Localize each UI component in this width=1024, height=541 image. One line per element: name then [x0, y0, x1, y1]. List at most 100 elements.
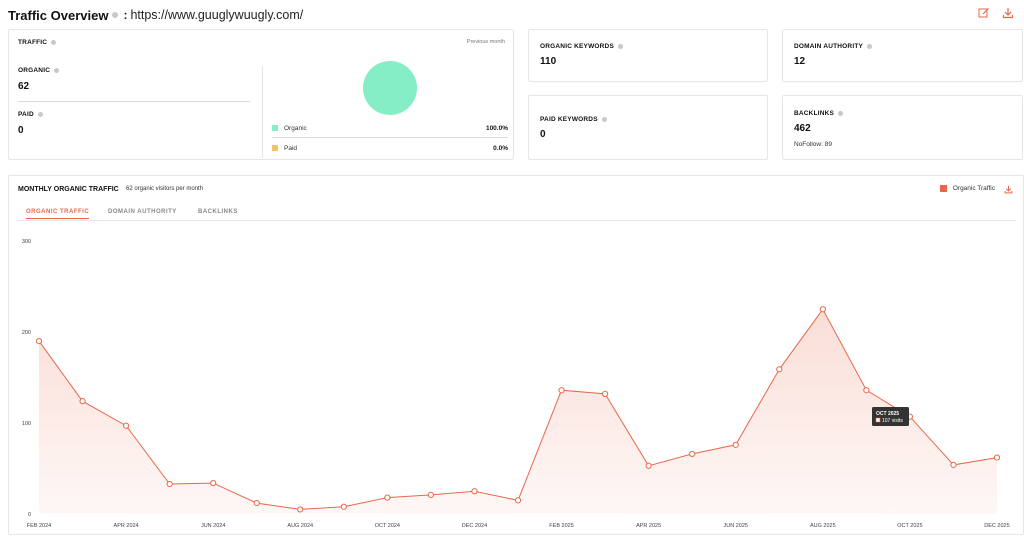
period-label: Previous month: [466, 39, 505, 45]
data-point[interactable]: [993, 454, 1001, 461]
divider: [272, 137, 508, 138]
page-title: Traffic Overview: [8, 7, 109, 23]
data-point[interactable]: [166, 480, 173, 488]
chart-tooltip: OCT 2025 107 visits: [872, 407, 909, 426]
backlinks-label-text: BACKLINKS: [794, 110, 835, 117]
x-tick-label: DEC 2024: [462, 523, 487, 529]
data-point[interactable]: [863, 387, 870, 394]
y-tick-label: 200: [22, 330, 31, 336]
download-icon[interactable]: [1004, 185, 1013, 194]
info-icon[interactable]: [37, 112, 43, 117]
data-point[interactable]: [79, 398, 86, 405]
info-icon[interactable]: [867, 44, 873, 49]
data-point[interactable]: [776, 366, 783, 373]
info-icon[interactable]: [112, 12, 119, 18]
organic-keywords-value: 110: [540, 56, 557, 67]
data-point[interactable]: [558, 387, 565, 394]
legend-label: Organic Traffic: [952, 185, 995, 192]
traffic-card: TRAFFIC Previous month ORGANIC 62 PAID 0…: [8, 29, 514, 160]
paid-label-text: PAID: [18, 111, 34, 118]
data-point[interactable]: [819, 306, 826, 313]
download-icon[interactable]: [1002, 7, 1014, 19]
info-icon[interactable]: [601, 117, 607, 122]
y-tick-label: 300: [22, 239, 31, 245]
data-point[interactable]: [427, 491, 435, 498]
divider: [262, 66, 263, 158]
backlinks-card: BACKLINKS 462 NoFollow: 89: [782, 95, 1023, 160]
data-point[interactable]: [35, 338, 43, 345]
site-url: https://www.guuglywuugly.com/: [130, 8, 304, 22]
backlinks-label: BACKLINKS: [794, 110, 844, 117]
data-point[interactable]: [732, 441, 739, 448]
tab-backlinks[interactable]: BACKLINKS: [198, 209, 238, 215]
info-icon[interactable]: [51, 40, 57, 45]
legend-name: Paid: [284, 144, 298, 152]
data-point[interactable]: [340, 503, 347, 510]
domain-authority-label-text: DOMAIN AUTHORITY: [794, 43, 864, 50]
x-tick-label: AUG 2024: [287, 523, 313, 529]
chart-subtitle: 62 organic visitors per month: [126, 186, 204, 192]
area-fill: [39, 309, 997, 514]
organic-keywords-label-text: ORGANIC KEYWORDS: [540, 43, 614, 50]
x-tick-label: JUN 2025: [723, 523, 747, 529]
chart-legend[interactable]: Organic Traffic: [939, 185, 995, 192]
legend-item-paid: Paid 0.0%: [272, 143, 508, 153]
data-point[interactable]: [253, 499, 260, 507]
organic-label-text: ORGANIC: [18, 67, 51, 74]
organic-swatch: [272, 125, 278, 131]
paid-keywords-label: PAID KEYWORDS: [540, 116, 607, 123]
domain-authority-label: DOMAIN AUTHORITY: [794, 43, 873, 50]
tooltip-value: 107 visits: [882, 418, 903, 424]
traffic-pie-chart[interactable]: [363, 61, 417, 115]
y-tick-label: 0: [28, 512, 31, 518]
tab-organic-traffic[interactable]: ORGANIC TRAFFIC: [26, 209, 90, 219]
x-tick-label: APR 2025: [636, 523, 661, 529]
data-point[interactable]: [514, 497, 522, 504]
organic-keywords-card: ORGANIC KEYWORDS 110: [528, 29, 768, 82]
legend-pct: 100.0%: [485, 124, 508, 132]
legend-pct: 0.0%: [493, 144, 508, 152]
data-point[interactable]: [122, 422, 130, 429]
data-point[interactable]: [384, 494, 391, 501]
data-point[interactable]: [950, 461, 957, 468]
organic-value: 62: [18, 81, 30, 92]
info-icon[interactable]: [54, 68, 60, 73]
info-icon[interactable]: [838, 111, 844, 116]
x-tick-label: JUN 2024: [201, 523, 225, 529]
paid-keywords-value: 0: [540, 129, 546, 140]
tab-domain-authority[interactable]: DOMAIN AUTHORITY: [108, 209, 177, 215]
x-tick-label: FEB 2025: [549, 523, 573, 529]
x-tick-label: FEB 2024: [27, 523, 51, 529]
data-point[interactable]: [210, 479, 217, 487]
title-separator: :: [123, 8, 128, 22]
organic-label: ORGANIC: [18, 67, 60, 74]
monthly-traffic-card: MONTHLY ORGANIC TRAFFIC 62 organic visit…: [8, 175, 1024, 535]
divider: [18, 101, 250, 102]
header-actions: [978, 7, 1014, 19]
legend-name: Organic: [284, 124, 307, 132]
data-point[interactable]: [645, 462, 652, 469]
edit-icon[interactable]: [978, 7, 990, 19]
data-point[interactable]: [471, 488, 478, 495]
domain-authority-value: 12: [794, 56, 806, 67]
traffic-line-chart[interactable]: 0 100 200 300 FEB 2024 APR 2024 JUN 2024 AUG 2…: [9, 176, 1024, 536]
traffic-label: TRAFFIC: [18, 39, 57, 46]
x-tick-label: APR 2024: [114, 523, 139, 529]
data-point[interactable]: [297, 506, 304, 513]
traffic-label-text: TRAFFIC: [18, 39, 48, 46]
chart-title: MONTHLY ORGANIC TRAFFIC: [18, 186, 119, 193]
data-point[interactable]: [689, 450, 696, 458]
backlinks-value: 462: [794, 123, 811, 134]
legend-swatch: [939, 185, 947, 192]
y-tick-label: 100: [22, 421, 31, 427]
x-tick-label: OCT 2024: [375, 523, 400, 529]
info-icon[interactable]: [617, 44, 623, 49]
data-point[interactable]: [601, 390, 609, 397]
paid-keywords-card: PAID KEYWORDS 0: [528, 95, 768, 160]
nofollow-count: NoFollow: 89: [794, 141, 832, 148]
x-tick-label: AUG 2025: [810, 523, 836, 529]
x-tick-label: OCT 2025: [897, 523, 922, 529]
tooltip-title: OCT 2025: [876, 411, 899, 417]
domain-authority-card: DOMAIN AUTHORITY 12: [782, 29, 1023, 82]
paid-keywords-label-text: PAID KEYWORDS: [540, 116, 598, 123]
